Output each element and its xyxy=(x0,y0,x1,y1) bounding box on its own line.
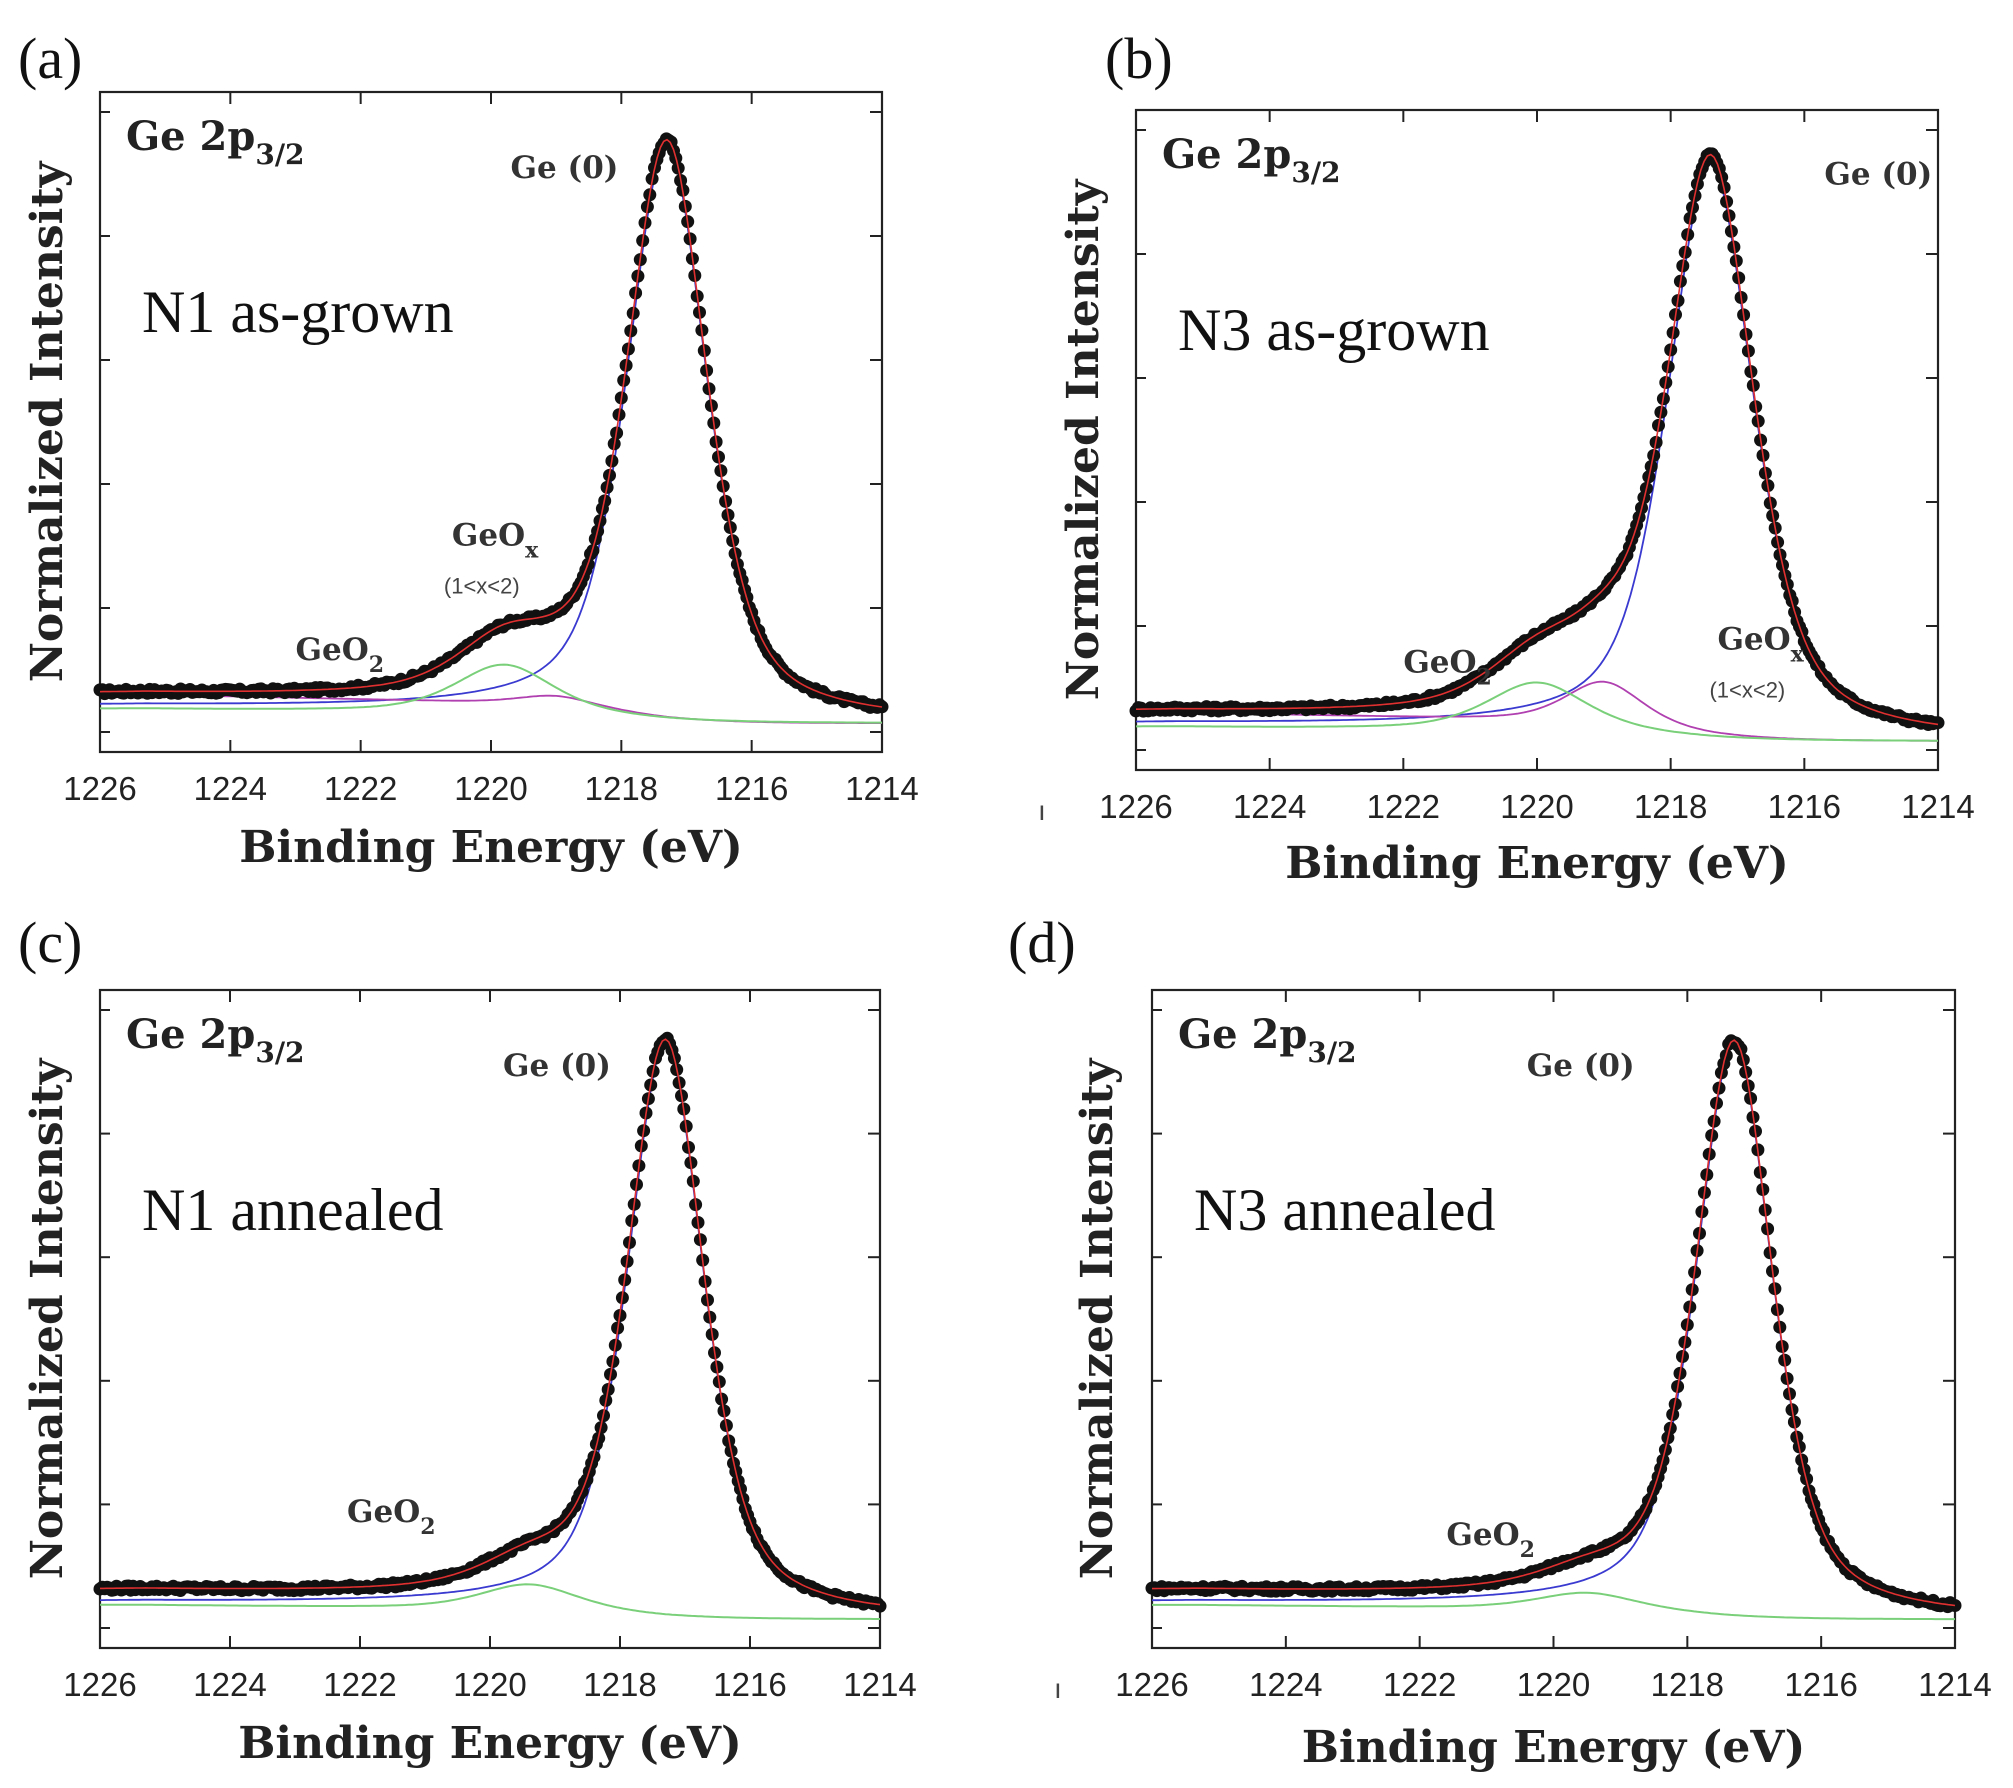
x-tick-label: 1224 xyxy=(194,770,267,807)
panel-d: (d) 1226 1224 1222 1220 1218 1216 1214 Binding E… xyxy=(1008,910,1992,1773)
fit-curve xyxy=(99,138,883,708)
component-geo2-curve xyxy=(100,663,882,724)
x-tick-label: 1224 xyxy=(193,1666,266,1703)
panel-letter: (c) xyxy=(18,910,82,975)
x-tick-label: 1226 xyxy=(63,1666,136,1703)
y-axis-label: Normalized Intensity xyxy=(1058,178,1109,700)
x-tick-label: 1222 xyxy=(323,1666,396,1703)
annotation-geox: GeOx xyxy=(1717,621,1804,667)
core-level-label: Ge 2p3/2 xyxy=(126,1011,305,1069)
x-axis-label: Binding Energy (eV) xyxy=(1285,838,1789,889)
panel-c: (c) 1226 1224 1222 1220 1218 1216 1214 Binding E… xyxy=(18,910,917,1769)
data-points xyxy=(93,132,889,714)
x-tick-label: 1218 xyxy=(583,1666,656,1703)
x-tick-label: 1220 xyxy=(1500,788,1573,825)
panel-letter: (a) xyxy=(18,26,82,91)
fit-curve xyxy=(1136,153,1939,726)
x-tick-label: 1214 xyxy=(843,1666,916,1703)
panel-a: (a) 1226 1224 1222 1220 1218 1216 1214 Binding E… xyxy=(18,26,919,873)
component-geo2-curve xyxy=(1136,681,1938,742)
annotation-ge0: Ge (0) xyxy=(1527,1048,1635,1084)
component-geo2-curve xyxy=(100,1583,880,1620)
data-point xyxy=(873,1599,887,1613)
sample-label: N1 as-grown xyxy=(142,279,454,345)
x-tick-label: 1216 xyxy=(715,770,788,807)
x-tick-label: 1224 xyxy=(1249,1666,1322,1703)
annotation-ge0: Ge (0) xyxy=(503,1048,611,1084)
core-level-label: Ge 2p3/2 xyxy=(1178,1011,1357,1069)
core-level-label: Ge 2p3/2 xyxy=(126,113,305,171)
annotation-ge0: Ge (0) xyxy=(1824,157,1932,193)
fit-curve xyxy=(1152,1039,1956,1607)
panel-b: (b) 1226 1224 1222 1220 1218 1216 1214 Binding E… xyxy=(1038,26,1975,889)
x-tick-label: 1216 xyxy=(1768,788,1841,825)
x-tick-label: 1214 xyxy=(1901,788,1974,825)
annotation-geox-range: (1<x<2) xyxy=(444,573,520,598)
component-ge0-curve xyxy=(1152,1042,1956,1607)
x-tick-label: 1220 xyxy=(453,1666,526,1703)
annotation-geox-range: (1<x<2) xyxy=(1709,677,1785,702)
data-points xyxy=(1129,147,1945,731)
sample-label: N1 annealed xyxy=(142,1177,444,1243)
x-tick-label: 1220 xyxy=(1517,1666,1590,1703)
x-tick-label: 1214 xyxy=(845,770,918,807)
component-geo2-curve xyxy=(1152,1591,1955,1621)
x-tick-label: 1224 xyxy=(1233,788,1306,825)
annotation-geo2: GeO2 xyxy=(1403,644,1492,690)
x-tick-label: 1222 xyxy=(1367,788,1440,825)
x-tick-label: 1218 xyxy=(585,770,658,807)
data-points xyxy=(93,1031,887,1613)
x-tick-label: 1222 xyxy=(1383,1666,1456,1703)
panel-letter: (d) xyxy=(1008,910,1076,975)
panel-letter: (b) xyxy=(1105,26,1173,91)
annotation-ge0: Ge (0) xyxy=(511,150,619,186)
annotation-geo2: GeO2 xyxy=(1446,1517,1535,1563)
x-tick-label: 1226 xyxy=(1099,788,1172,825)
x-tick-label: 1214 xyxy=(1918,1666,1991,1703)
x-axis-label: Binding Energy (eV) xyxy=(238,1718,742,1769)
y-axis-label: Normalized Intensity xyxy=(1072,1057,1123,1579)
sample-label: N3 annealed xyxy=(1194,1177,1496,1243)
x-tick-label: 1218 xyxy=(1651,1666,1724,1703)
x-axis-label: Binding Energy (eV) xyxy=(239,822,743,873)
annotation-geo2: GeO2 xyxy=(347,1494,436,1540)
x-tick-label: 1218 xyxy=(1634,788,1707,825)
component-ge0-curve xyxy=(100,1042,881,1606)
y-axis-label: Normalized Intensity xyxy=(22,160,73,682)
stray-mark: ı xyxy=(1054,1673,1062,1704)
y-axis-label: Normalized Intensity xyxy=(22,1057,73,1579)
x-axis-label: Binding Energy (eV) xyxy=(1302,1722,1806,1773)
data-point xyxy=(1931,716,1945,730)
fit-curve xyxy=(100,1038,881,1606)
annotation-geo2: GeO2 xyxy=(296,632,385,678)
x-tick-label: 1216 xyxy=(713,1666,786,1703)
sample-label: N3 as-grown xyxy=(1178,297,1490,363)
x-tick-label: 1226 xyxy=(1115,1666,1188,1703)
data-points xyxy=(1145,1034,1962,1614)
stray-mark: ı xyxy=(1038,795,1046,826)
annotation-geox: GeOx xyxy=(452,517,539,563)
core-level-label: Ge 2p3/2 xyxy=(1162,131,1341,189)
x-tick-label: 1220 xyxy=(454,770,527,807)
x-tick-label: 1216 xyxy=(1784,1666,1857,1703)
x-tick-label: 1226 xyxy=(63,770,136,807)
x-tick-label: 1222 xyxy=(324,770,397,807)
